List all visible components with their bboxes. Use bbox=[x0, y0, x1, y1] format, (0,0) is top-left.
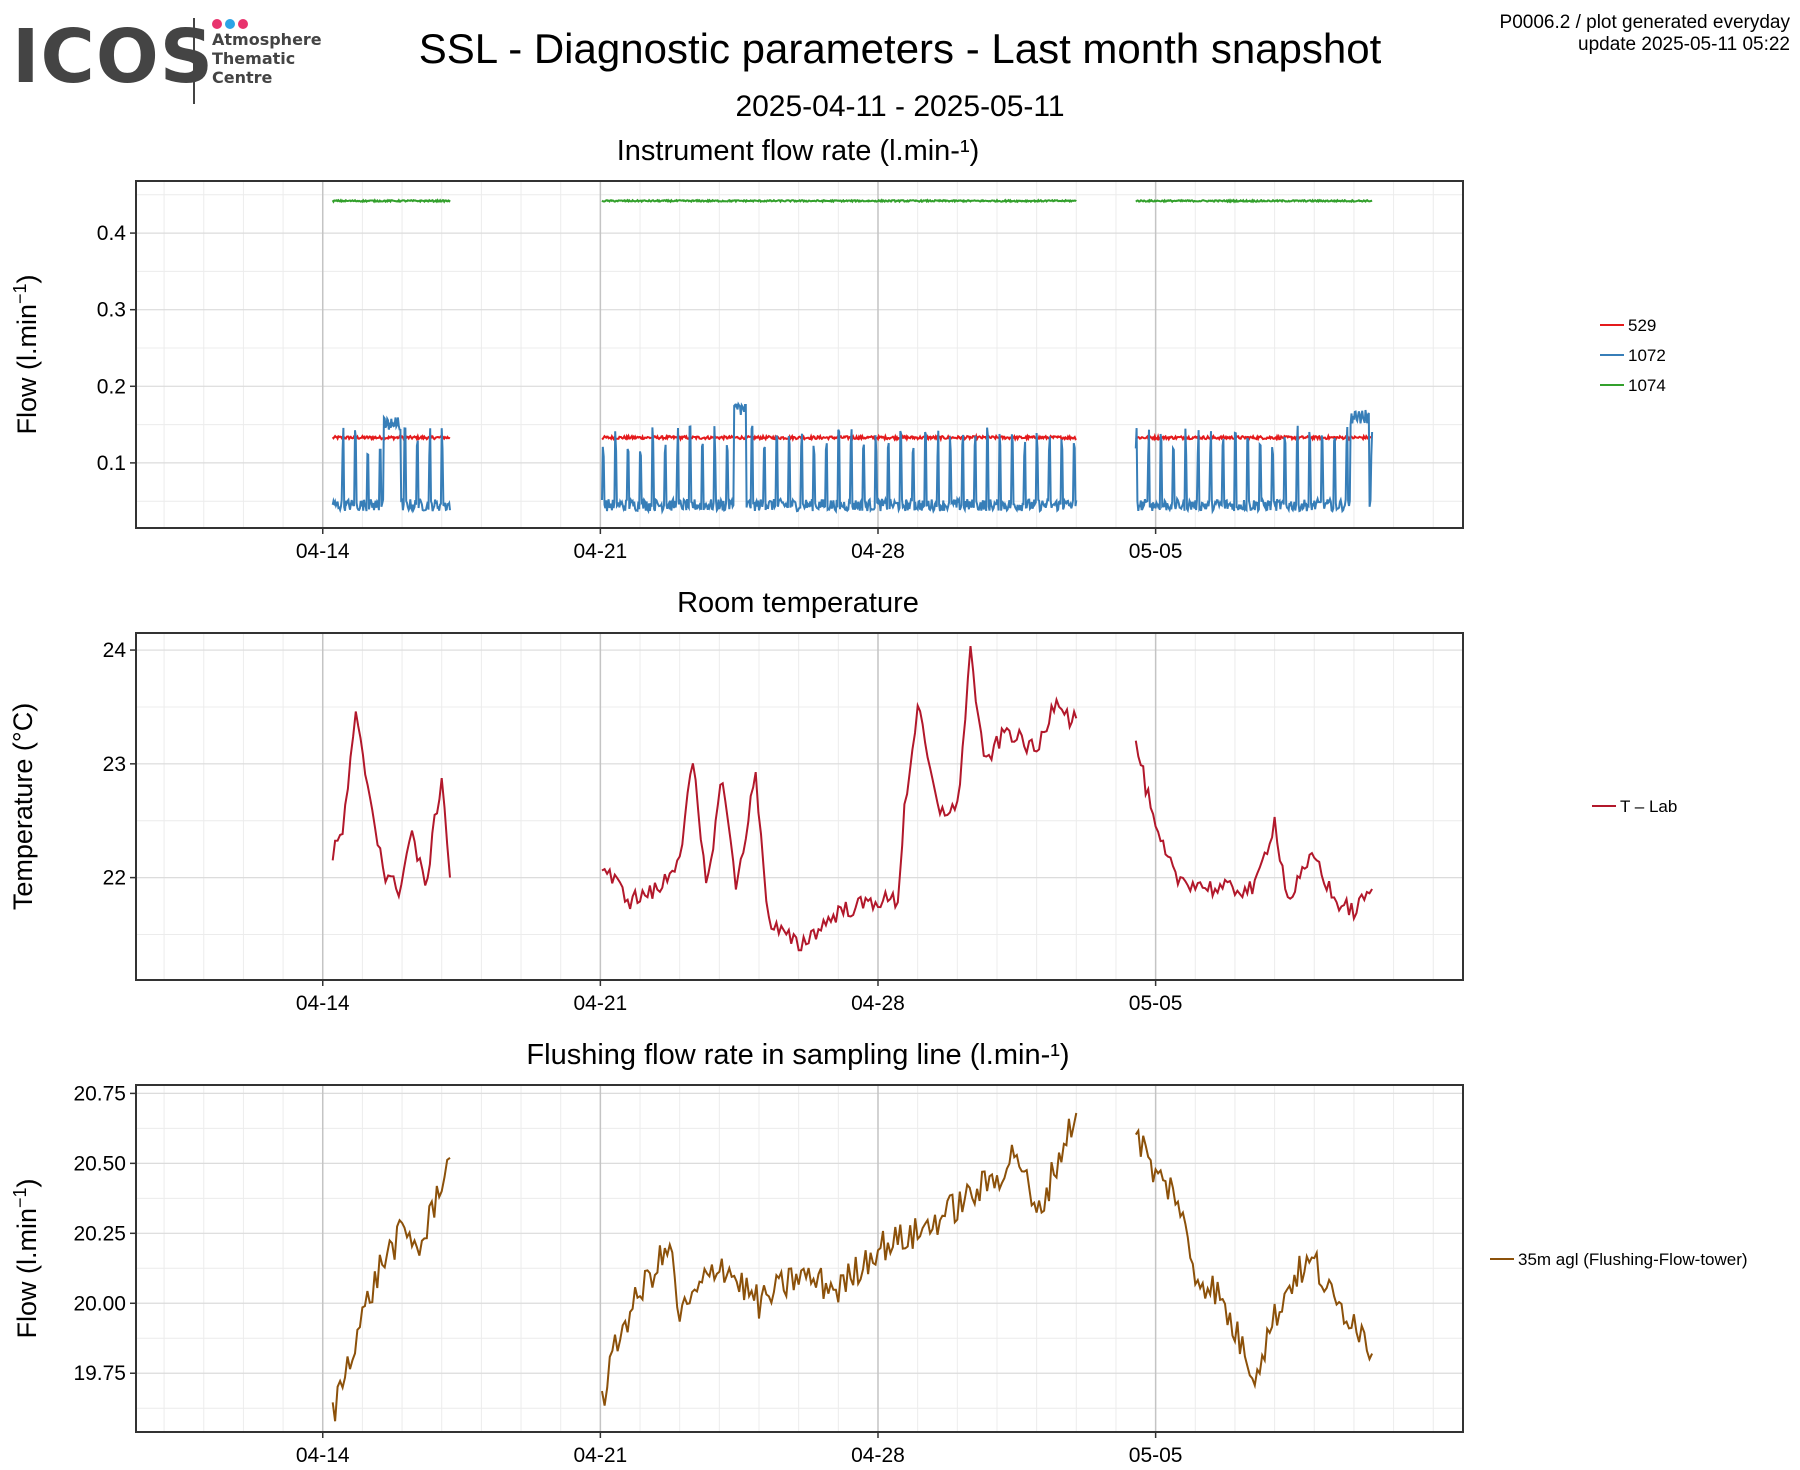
plot-frame bbox=[135, 632, 1464, 981]
update-timestamp: update 2025-05-11 05:22 bbox=[1578, 34, 1790, 55]
series-line bbox=[331, 198, 451, 204]
series-line bbox=[1134, 740, 1373, 923]
x-tick-label: 05-05 bbox=[1129, 992, 1183, 1015]
series-line bbox=[331, 711, 451, 900]
series-line bbox=[601, 645, 1078, 952]
series-line bbox=[331, 1157, 451, 1422]
y-axis-label-text: Flow (l.min bbox=[12, 1208, 42, 1339]
chart-title: Flushing flow rate in sampling line (l.m… bbox=[526, 1039, 1069, 1071]
generation-info: P0006.2 / plot generated everyday update… bbox=[1500, 12, 1790, 56]
series-line bbox=[1135, 432, 1373, 442]
x-tick-label: 04-21 bbox=[574, 540, 628, 563]
logo-dot bbox=[212, 19, 222, 29]
chart-title: Room temperature bbox=[677, 587, 919, 619]
series-line bbox=[601, 198, 1077, 204]
series-line bbox=[1134, 409, 1374, 515]
y-tick-label: 20.50 bbox=[73, 1152, 126, 1175]
logo-sub-line: Thematic bbox=[212, 49, 296, 68]
y-tick-label: 24 bbox=[103, 639, 127, 662]
series-line bbox=[601, 1112, 1078, 1406]
legend-label: T – Lab bbox=[1620, 797, 1677, 816]
plot-id-text: P0006.2 / plot generated everyday bbox=[1499, 12, 1790, 33]
legend-label: 35m agl (Flushing-Flow-tower) bbox=[1518, 1250, 1748, 1269]
legend-label: 529 bbox=[1628, 316, 1656, 335]
x-tick-label: 05-05 bbox=[1129, 1444, 1183, 1467]
y-tick-label: 23 bbox=[103, 753, 126, 776]
x-tick-label: 04-28 bbox=[851, 1444, 905, 1467]
y-axis-label: Flow (l.min−1) bbox=[10, 274, 42, 434]
icos-logo: ICOS Atmosphere Thematic Centre bbox=[12, 14, 332, 104]
series-line bbox=[1134, 1127, 1374, 1390]
x-tick-label: 04-21 bbox=[574, 992, 628, 1015]
y-tick-label: 20.75 bbox=[73, 1082, 126, 1105]
series-line bbox=[601, 401, 1078, 515]
logo-sub-line: Atmosphere bbox=[212, 30, 322, 49]
y-axis-label-text: Temperature (°C) bbox=[8, 703, 38, 910]
x-tick-label: 04-28 bbox=[851, 992, 905, 1015]
x-tick-label: 05-05 bbox=[1129, 540, 1183, 563]
plot-frame bbox=[135, 180, 1464, 529]
y-tick-label: 0.2 bbox=[97, 375, 126, 398]
series-1072 bbox=[331, 401, 1374, 515]
x-tick-label: 04-14 bbox=[296, 1444, 350, 1467]
y-tick-label: 20.00 bbox=[73, 1292, 126, 1315]
y-tick-label: 0.4 bbox=[97, 222, 127, 245]
legend-label: 1072 bbox=[1628, 346, 1666, 365]
chart-title: Instrument flow rate (l.min-¹) bbox=[617, 135, 980, 167]
page-title: SSL - Diagnostic parameters - Last month… bbox=[418, 25, 1382, 72]
y-axis-label-suffix: ) bbox=[12, 274, 42, 283]
x-tick-label: 04-21 bbox=[574, 1444, 628, 1467]
logo-dots bbox=[212, 16, 251, 30]
series-T – Lab bbox=[331, 645, 1373, 952]
y-tick-label: 0.1 bbox=[97, 452, 126, 475]
y-axis-label: Flow (l.min−1) bbox=[10, 1178, 42, 1338]
y-axis-label-suffix: ) bbox=[12, 1178, 42, 1187]
plot-background bbox=[136, 1085, 1463, 1432]
legend-label: 1074 bbox=[1628, 376, 1666, 395]
plot-frame bbox=[135, 1084, 1464, 1433]
y-tick-label: 20.25 bbox=[73, 1222, 126, 1245]
date-range-subtitle: 2025-04-11 - 2025-05-11 bbox=[735, 90, 1065, 123]
chart-panel-3: Flushing flow rate in sampling line (l.m… bbox=[10, 1039, 1748, 1467]
series-35m agl (Flushing-Flow-tower) bbox=[331, 1112, 1374, 1422]
plot-background bbox=[136, 633, 1463, 980]
y-axis-label-text: Flow (l.min bbox=[12, 304, 42, 435]
y-axis-label-superscript: −1 bbox=[10, 283, 30, 304]
x-tick-label: 04-14 bbox=[296, 540, 350, 563]
y-tick-label: 19.75 bbox=[73, 1362, 126, 1385]
x-tick-label: 04-14 bbox=[296, 992, 350, 1015]
chart-panel-2: Room temperature T – Lab 22 23 24 04-14 04-21 0… bbox=[8, 587, 1677, 1015]
y-axis-label-superscript: −1 bbox=[10, 1187, 30, 1208]
logo-subtitle: Atmosphere Thematic Centre bbox=[212, 30, 322, 87]
y-tick-label: 22 bbox=[103, 867, 126, 890]
logo-sub-line: Centre bbox=[212, 68, 273, 87]
y-axis-label: Temperature (°C) bbox=[8, 703, 38, 910]
y-tick-label: 0.3 bbox=[97, 299, 126, 322]
logo-dot bbox=[225, 19, 235, 29]
logo-divider bbox=[193, 18, 195, 104]
chart-panel-1: Instrument flow rate (l.min-¹) 529 1072 107… bbox=[10, 135, 1666, 563]
series-line bbox=[1135, 198, 1373, 204]
logo-wordmark: ICOS bbox=[12, 14, 215, 100]
series-line bbox=[331, 414, 451, 514]
logo-dot bbox=[238, 19, 248, 29]
series-1074 bbox=[331, 198, 1373, 204]
x-tick-label: 04-28 bbox=[851, 540, 905, 563]
